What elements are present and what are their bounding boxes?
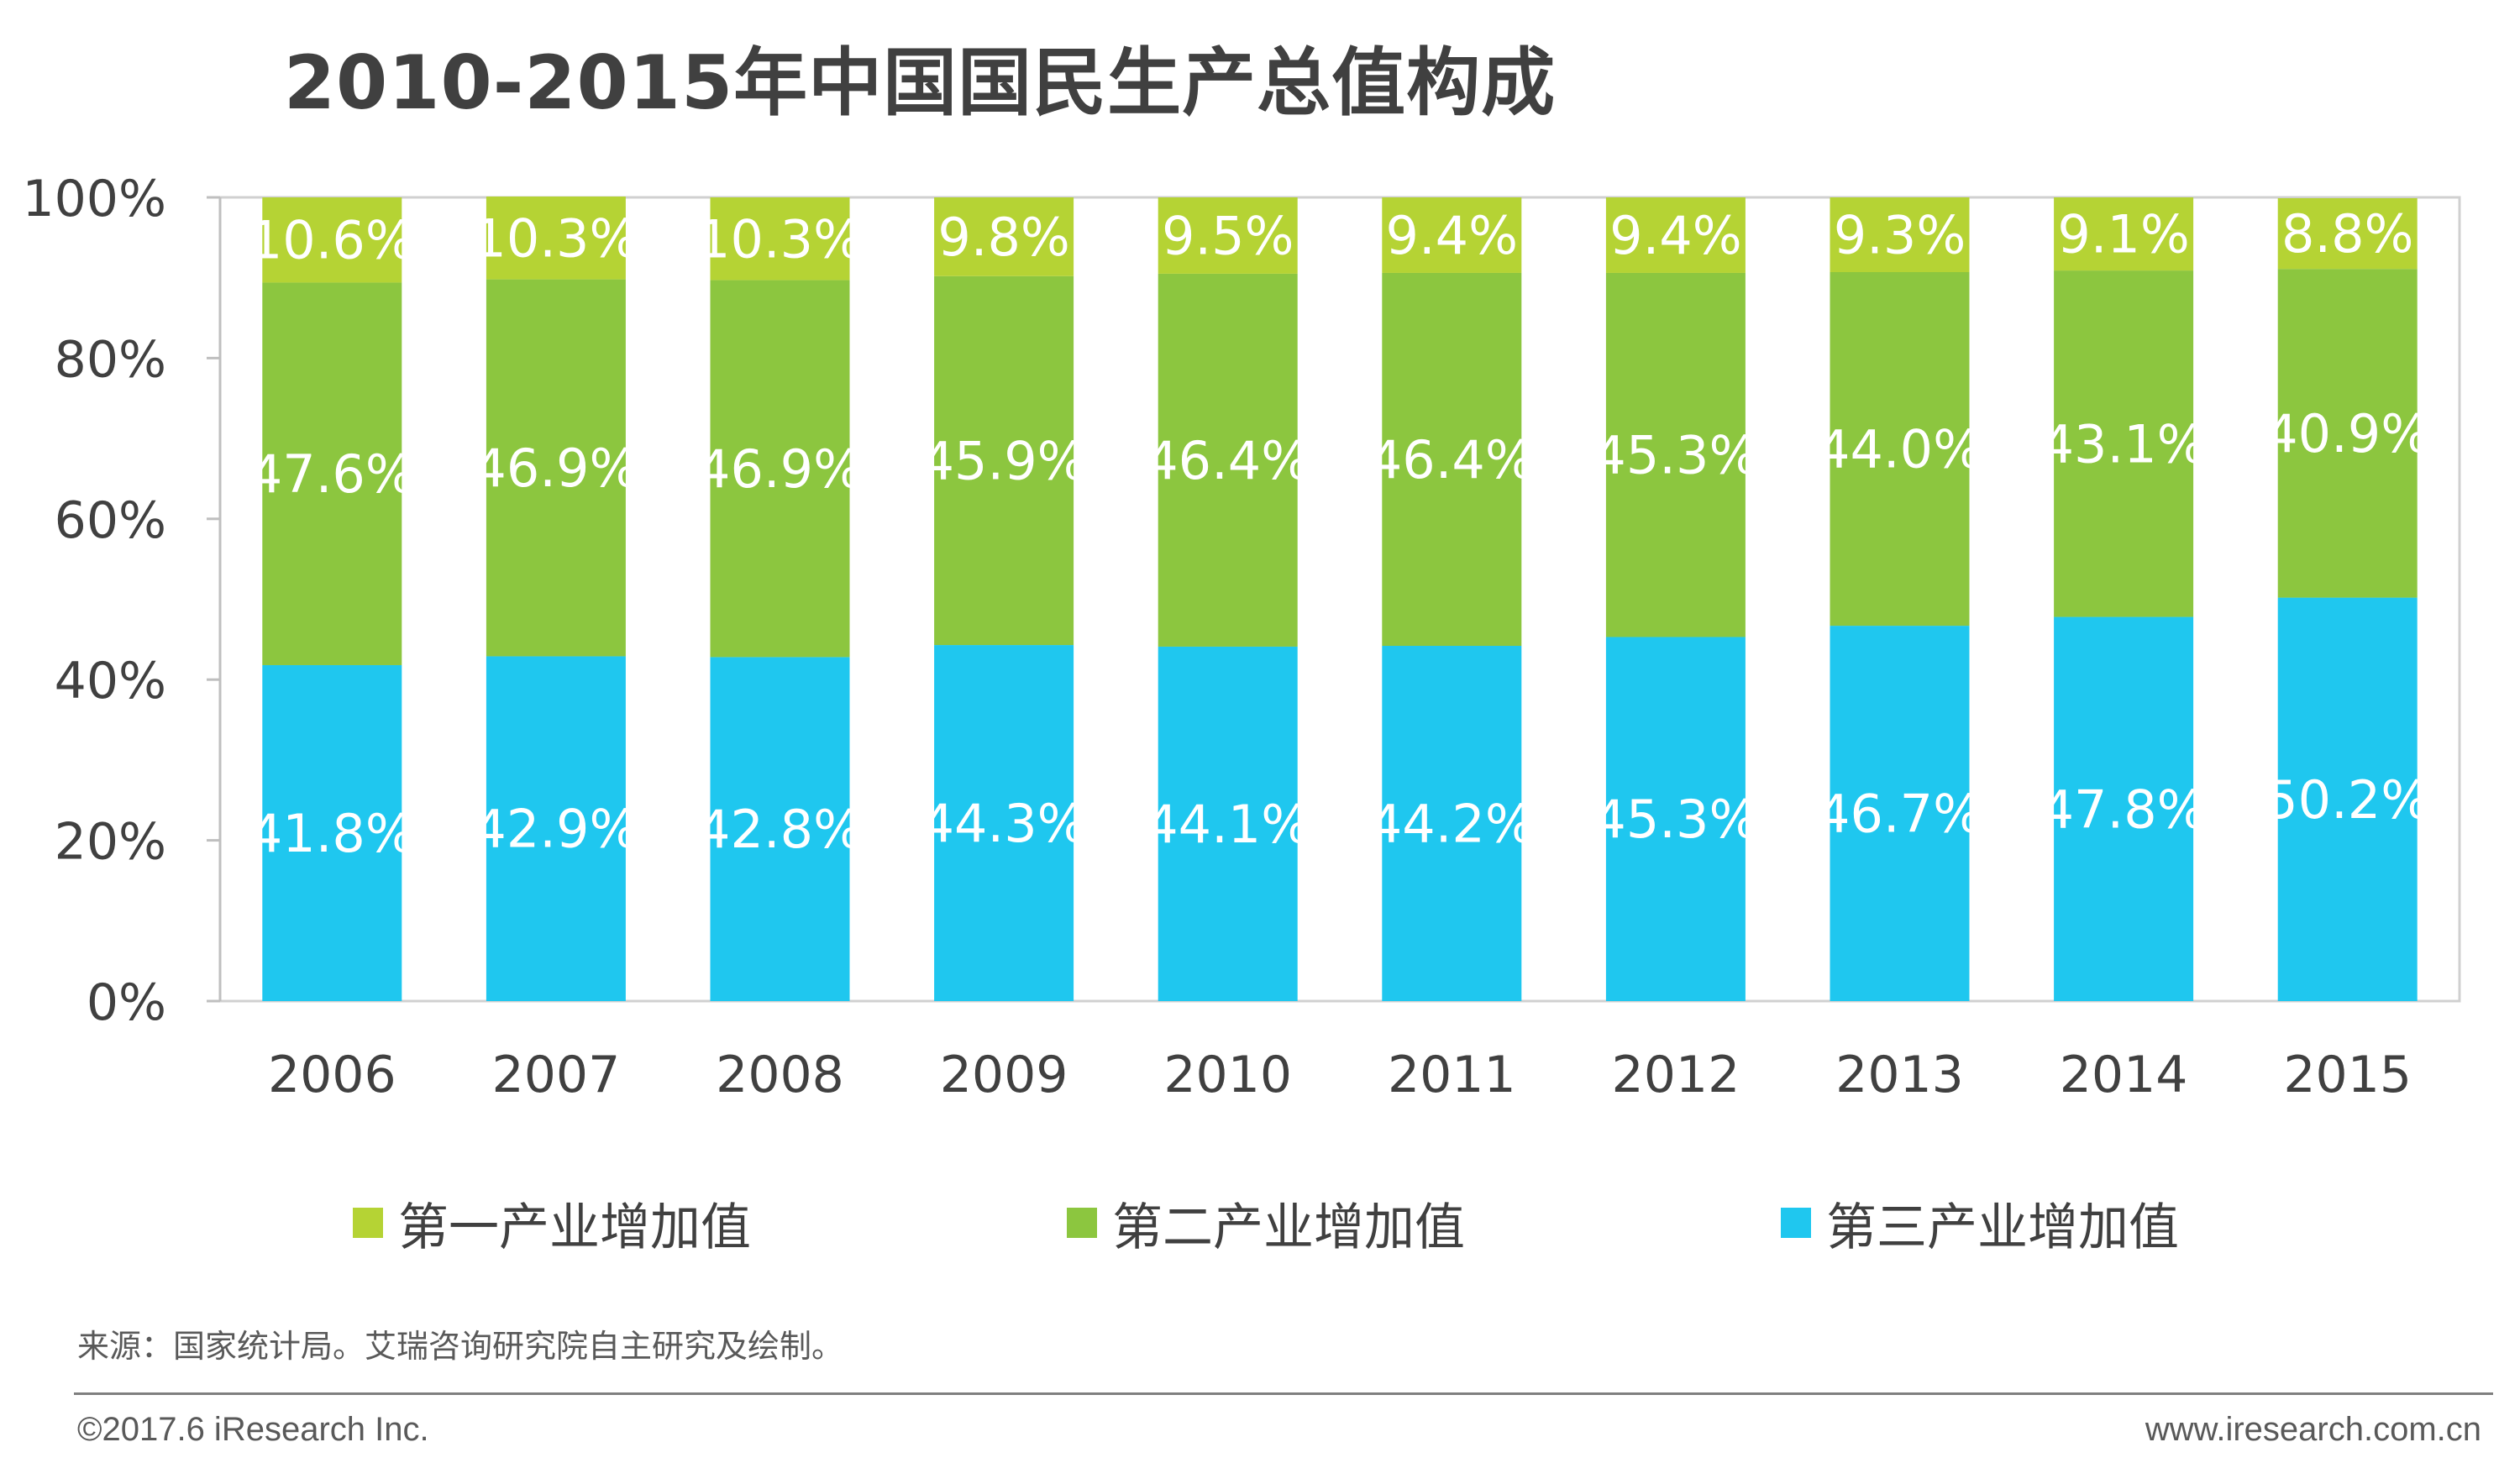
legend-item-secondary: 第二产业增加值 (1067, 1189, 1465, 1257)
bar-1-2011 (1382, 646, 1522, 1001)
legend-label-secondary: 第二产业增加值 (1112, 1198, 1465, 1257)
x-tick-2012: 2012 (1612, 1046, 1740, 1104)
data-label-2-2015: 40.9% (2265, 403, 2430, 464)
bar-1-2009 (934, 645, 1074, 1001)
data-label-2-2006: 47.6% (249, 443, 415, 505)
legend-item-tertiary: 第三产业增加值 (1781, 1189, 2179, 1257)
x-tick-2006: 2006 (268, 1046, 396, 1104)
bar-3-2008 (710, 197, 850, 281)
bar-3-2006 (262, 197, 402, 283)
data-label-2-2014: 43.1% (2041, 413, 2207, 475)
bar-3-2007 (486, 197, 626, 280)
bar-1-2013 (1830, 626, 1970, 1001)
data-label-2-2013: 44.0% (1817, 419, 1982, 480)
data-label-1-2008: 42.8% (697, 799, 863, 860)
data-label-3-2008: 10.3% (697, 208, 863, 270)
legend-label-tertiary: 第三产业增加值 (1826, 1198, 2179, 1257)
source-note: 来源：国家统计局。艾瑞咨询研究院自主研究及绘制。 (77, 1328, 844, 1365)
data-label-1-2007: 42.9% (473, 799, 638, 860)
legend-item-primary: 第一产业增加值 (353, 1189, 751, 1257)
x-tick-2008: 2008 (716, 1046, 844, 1104)
footer-url[interactable]: www.iresearch.com.cn (2145, 1411, 2481, 1448)
data-label-1-2011: 44.2% (1369, 794, 1535, 855)
bar-1-2007 (486, 656, 626, 1001)
x-tick-2007: 2007 (492, 1046, 621, 1104)
y-tick-label-0: 0% (87, 973, 166, 1032)
x-tick-2011: 2011 (1388, 1046, 1516, 1104)
bar-2-2014 (2054, 270, 2194, 617)
bar-3-2013 (1830, 197, 1970, 273)
bar-3-2014 (2054, 197, 2194, 271)
y-tick-label-3: 60% (55, 491, 166, 550)
data-label-1-2012: 45.3% (1593, 789, 1758, 850)
data-label-1-2015: 50.2% (2265, 769, 2430, 831)
data-label-3-2012: 9.4% (1609, 205, 1742, 266)
y-tick-label-5: 100% (22, 170, 166, 228)
bar-2-2011 (1382, 272, 1522, 647)
bar-2-2009 (934, 275, 1074, 646)
bar-1-2015 (2277, 597, 2418, 1001)
bar-2-2006 (262, 282, 402, 665)
data-label-1-2013: 46.7% (1817, 784, 1982, 845)
x-tick-2015: 2015 (2283, 1046, 2412, 1104)
data-label-3-2015: 8.8% (2281, 203, 2414, 265)
bar-3-2015 (2277, 197, 2418, 270)
data-label-2-2010: 46.4% (1145, 430, 1310, 491)
bar-1-2012 (1605, 637, 1746, 1001)
legend-swatch-primary (353, 1208, 383, 1238)
bar-1-2006 (262, 664, 402, 1001)
bar-1-2014 (2054, 616, 2194, 1001)
data-label-2-2011: 46.4% (1369, 429, 1535, 490)
bar-3-2009 (934, 197, 1074, 276)
y-tick-label-4: 80% (55, 330, 166, 389)
bar-3-2010 (1158, 197, 1298, 274)
data-label-1-2010: 44.1% (1145, 794, 1310, 855)
bar-3-2012 (1605, 197, 1746, 273)
data-label-3-2013: 9.3% (1834, 205, 1966, 266)
data-label-2-2007: 46.9% (473, 438, 638, 499)
x-tick-2014: 2014 (2060, 1046, 2188, 1104)
data-label-1-2014: 47.8% (2041, 779, 2207, 840)
bar-3-2011 (1382, 197, 1522, 273)
bar-2-2007 (486, 279, 626, 657)
bar-2-2008 (710, 280, 850, 658)
legend-swatch-secondary (1067, 1208, 1097, 1238)
data-label-2-2009: 45.9% (921, 430, 1087, 491)
legend-swatch-tertiary (1781, 1208, 1811, 1238)
bar-2-2012 (1605, 272, 1746, 637)
y-tick-label-2: 40% (55, 652, 166, 711)
footer-divider (74, 1392, 2493, 1395)
y-tick-label-1: 20% (55, 813, 166, 872)
bar-1-2010 (1158, 646, 1298, 1001)
data-label-3-2011: 9.4% (1386, 205, 1519, 266)
bar-2-2013 (1830, 272, 1970, 627)
data-label-3-2010: 9.5% (1162, 205, 1294, 266)
footer-copyright: ©2017.6 iResearch Inc. (77, 1411, 429, 1448)
data-label-2-2012: 45.3% (1593, 425, 1758, 486)
data-label-3-2009: 9.8% (937, 207, 1070, 268)
x-tick-2009: 2009 (940, 1046, 1068, 1104)
data-label-1-2009: 44.3% (921, 793, 1087, 854)
x-tick-2010: 2010 (1163, 1046, 1292, 1104)
page-title: 2010-2015年中国国民生产总值构成 (283, 39, 1557, 126)
data-label-3-2014: 9.1% (2057, 204, 2190, 265)
data-label-3-2006: 10.6% (249, 210, 415, 271)
bar-2-2010 (1158, 273, 1298, 647)
data-label-2-2008: 46.9% (697, 438, 863, 500)
data-label-3-2007: 10.3% (473, 207, 638, 269)
legend-label-primary: 第一产业增加值 (398, 1198, 751, 1257)
data-label-1-2006: 41.8% (249, 803, 415, 864)
bar-2-2015 (2277, 269, 2418, 598)
bar-1-2008 (710, 657, 850, 1001)
x-tick-2013: 2013 (1835, 1046, 1964, 1104)
